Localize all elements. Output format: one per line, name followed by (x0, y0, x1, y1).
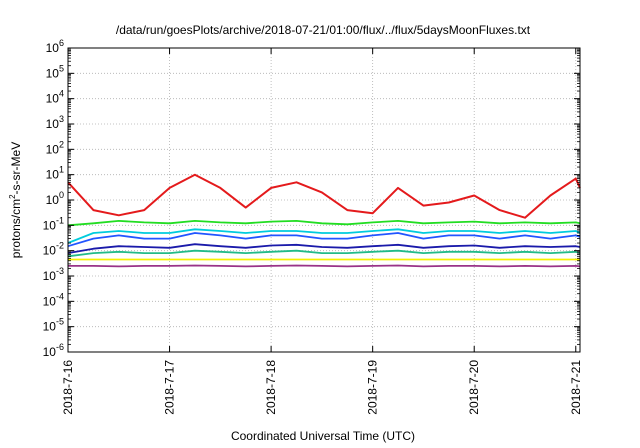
x-axis-label: Coordinated Universal Time (UTC) (231, 429, 415, 443)
y-axis-label-main: protons/cm (9, 199, 23, 258)
series-line-8 (68, 264, 581, 268)
y-tick-label: 102 (46, 139, 64, 156)
y-tick-label: 10-4 (43, 291, 64, 308)
x-axis: 2018-7-16 2018-7-17 2018-7-18 2018-7-19 2018… (61, 48, 583, 415)
series-line-3 (67, 228, 581, 244)
y-tick-label: 10-2 (43, 241, 64, 258)
series-line-6 (67, 249, 581, 258)
y-axis-label-sup: 2 (8, 194, 17, 199)
series-line-5 (67, 243, 581, 254)
y-tick-label: 10-6 (43, 342, 64, 359)
series-group (67, 173, 581, 268)
y-axis-label-rest: -s-sr-MeV (9, 142, 23, 195)
chart-title: /data/run/goesPlots/archive/2018-07-21/0… (116, 23, 531, 37)
x-tick-label: 2018-7-20 (467, 360, 481, 415)
x-tick-label: 2018-7-16 (61, 360, 75, 415)
y-tick-label: 10-3 (43, 266, 64, 283)
y-axis-label: protons/cm2-s-sr-MeV (8, 142, 23, 258)
grid-lines (67, 48, 580, 352)
y-tick-label: 103 (46, 114, 64, 131)
series-line-2 (67, 219, 581, 227)
x-tick-label: 2018-7-17 (163, 360, 177, 415)
y-tick-label: 104 (46, 89, 64, 106)
x-tick-label: 2018-7-18 (264, 360, 278, 415)
y-axis: 10-6 10-5 10-4 10-3 10-2 10-1 100 101 102 103 104 1… (43, 38, 580, 359)
series-line-1 (67, 173, 581, 219)
y-tick-label: 10-1 (43, 215, 64, 232)
y-tick-label: 10-5 (43, 317, 64, 334)
x-tick-label: 2018-7-19 (366, 360, 380, 415)
y-tick-label: 100 (46, 190, 64, 207)
y-tick-label: 106 (46, 38, 64, 55)
series-line-4 (67, 232, 581, 248)
y-tick-label: 105 (46, 63, 64, 80)
x-tick-label: 2018-7-21 (569, 360, 583, 415)
y-tick-label: 101 (46, 165, 64, 182)
